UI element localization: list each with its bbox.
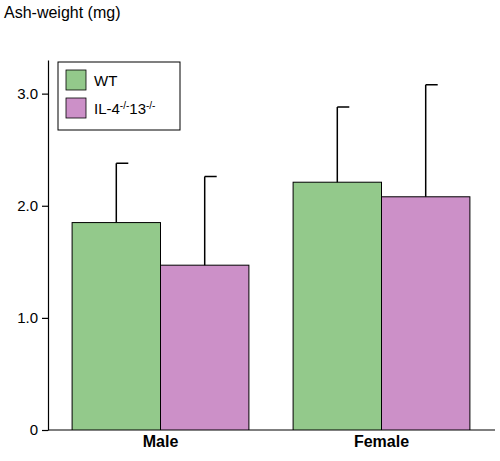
bar	[382, 197, 470, 430]
y-tick-mark	[42, 206, 48, 207]
y-tick: 1.0	[17, 309, 48, 326]
bar	[72, 223, 160, 430]
y-tick: 3.0	[17, 85, 48, 102]
x-axis: Male Female	[48, 430, 495, 450]
x-tick-label: Female	[354, 433, 409, 450]
plot: 0 1.0 2.0 3.0 Male Female	[17, 61, 495, 451]
legend-item: WT	[66, 70, 117, 90]
legend-swatch	[66, 98, 86, 118]
y-axis-title: Ash-weight (mg)	[4, 4, 120, 21]
y-axis-line	[48, 61, 49, 431]
y-tick-mark	[42, 318, 48, 319]
x-tick: Male	[143, 430, 179, 450]
y-tick-label: 3.0	[17, 85, 38, 102]
y-tick-label: 1.0	[17, 309, 38, 326]
y-tick-label: 2.0	[17, 197, 38, 214]
legend: WT IL-4-/-13-/-	[58, 62, 180, 130]
y-tick-mark	[42, 430, 48, 431]
y-axis: 0 1.0 2.0 3.0	[17, 61, 48, 439]
y-tick: 0	[30, 421, 48, 438]
y-tick-label: 0	[30, 421, 38, 438]
x-tick-label: Male	[143, 433, 179, 450]
error-bar	[337, 107, 349, 182]
chart: 0 1.0 2.0 3.0 Male Female Ash-weight (mg) WT IL-…	[0, 0, 500, 461]
legend-swatch	[66, 70, 86, 90]
series	[161, 85, 470, 430]
series	[72, 107, 381, 430]
y-tick-mark	[42, 94, 48, 95]
error-bar	[116, 163, 128, 222]
legend-item: IL-4-/-13-/-	[66, 98, 155, 118]
legend-label: WT	[94, 72, 117, 89]
bar	[161, 265, 249, 430]
x-tick: Female	[354, 430, 409, 450]
legend-box	[58, 62, 180, 130]
y-tick: 2.0	[17, 197, 48, 214]
error-bar	[205, 177, 217, 266]
bar	[293, 182, 381, 430]
error-bar	[426, 85, 438, 197]
bars	[72, 85, 470, 430]
legend-label: IL-4-/-13-/-	[94, 100, 155, 118]
